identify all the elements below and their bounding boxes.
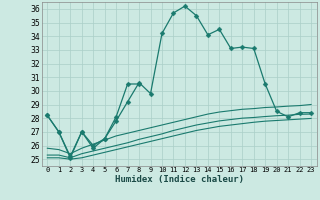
X-axis label: Humidex (Indice chaleur): Humidex (Indice chaleur): [115, 175, 244, 184]
